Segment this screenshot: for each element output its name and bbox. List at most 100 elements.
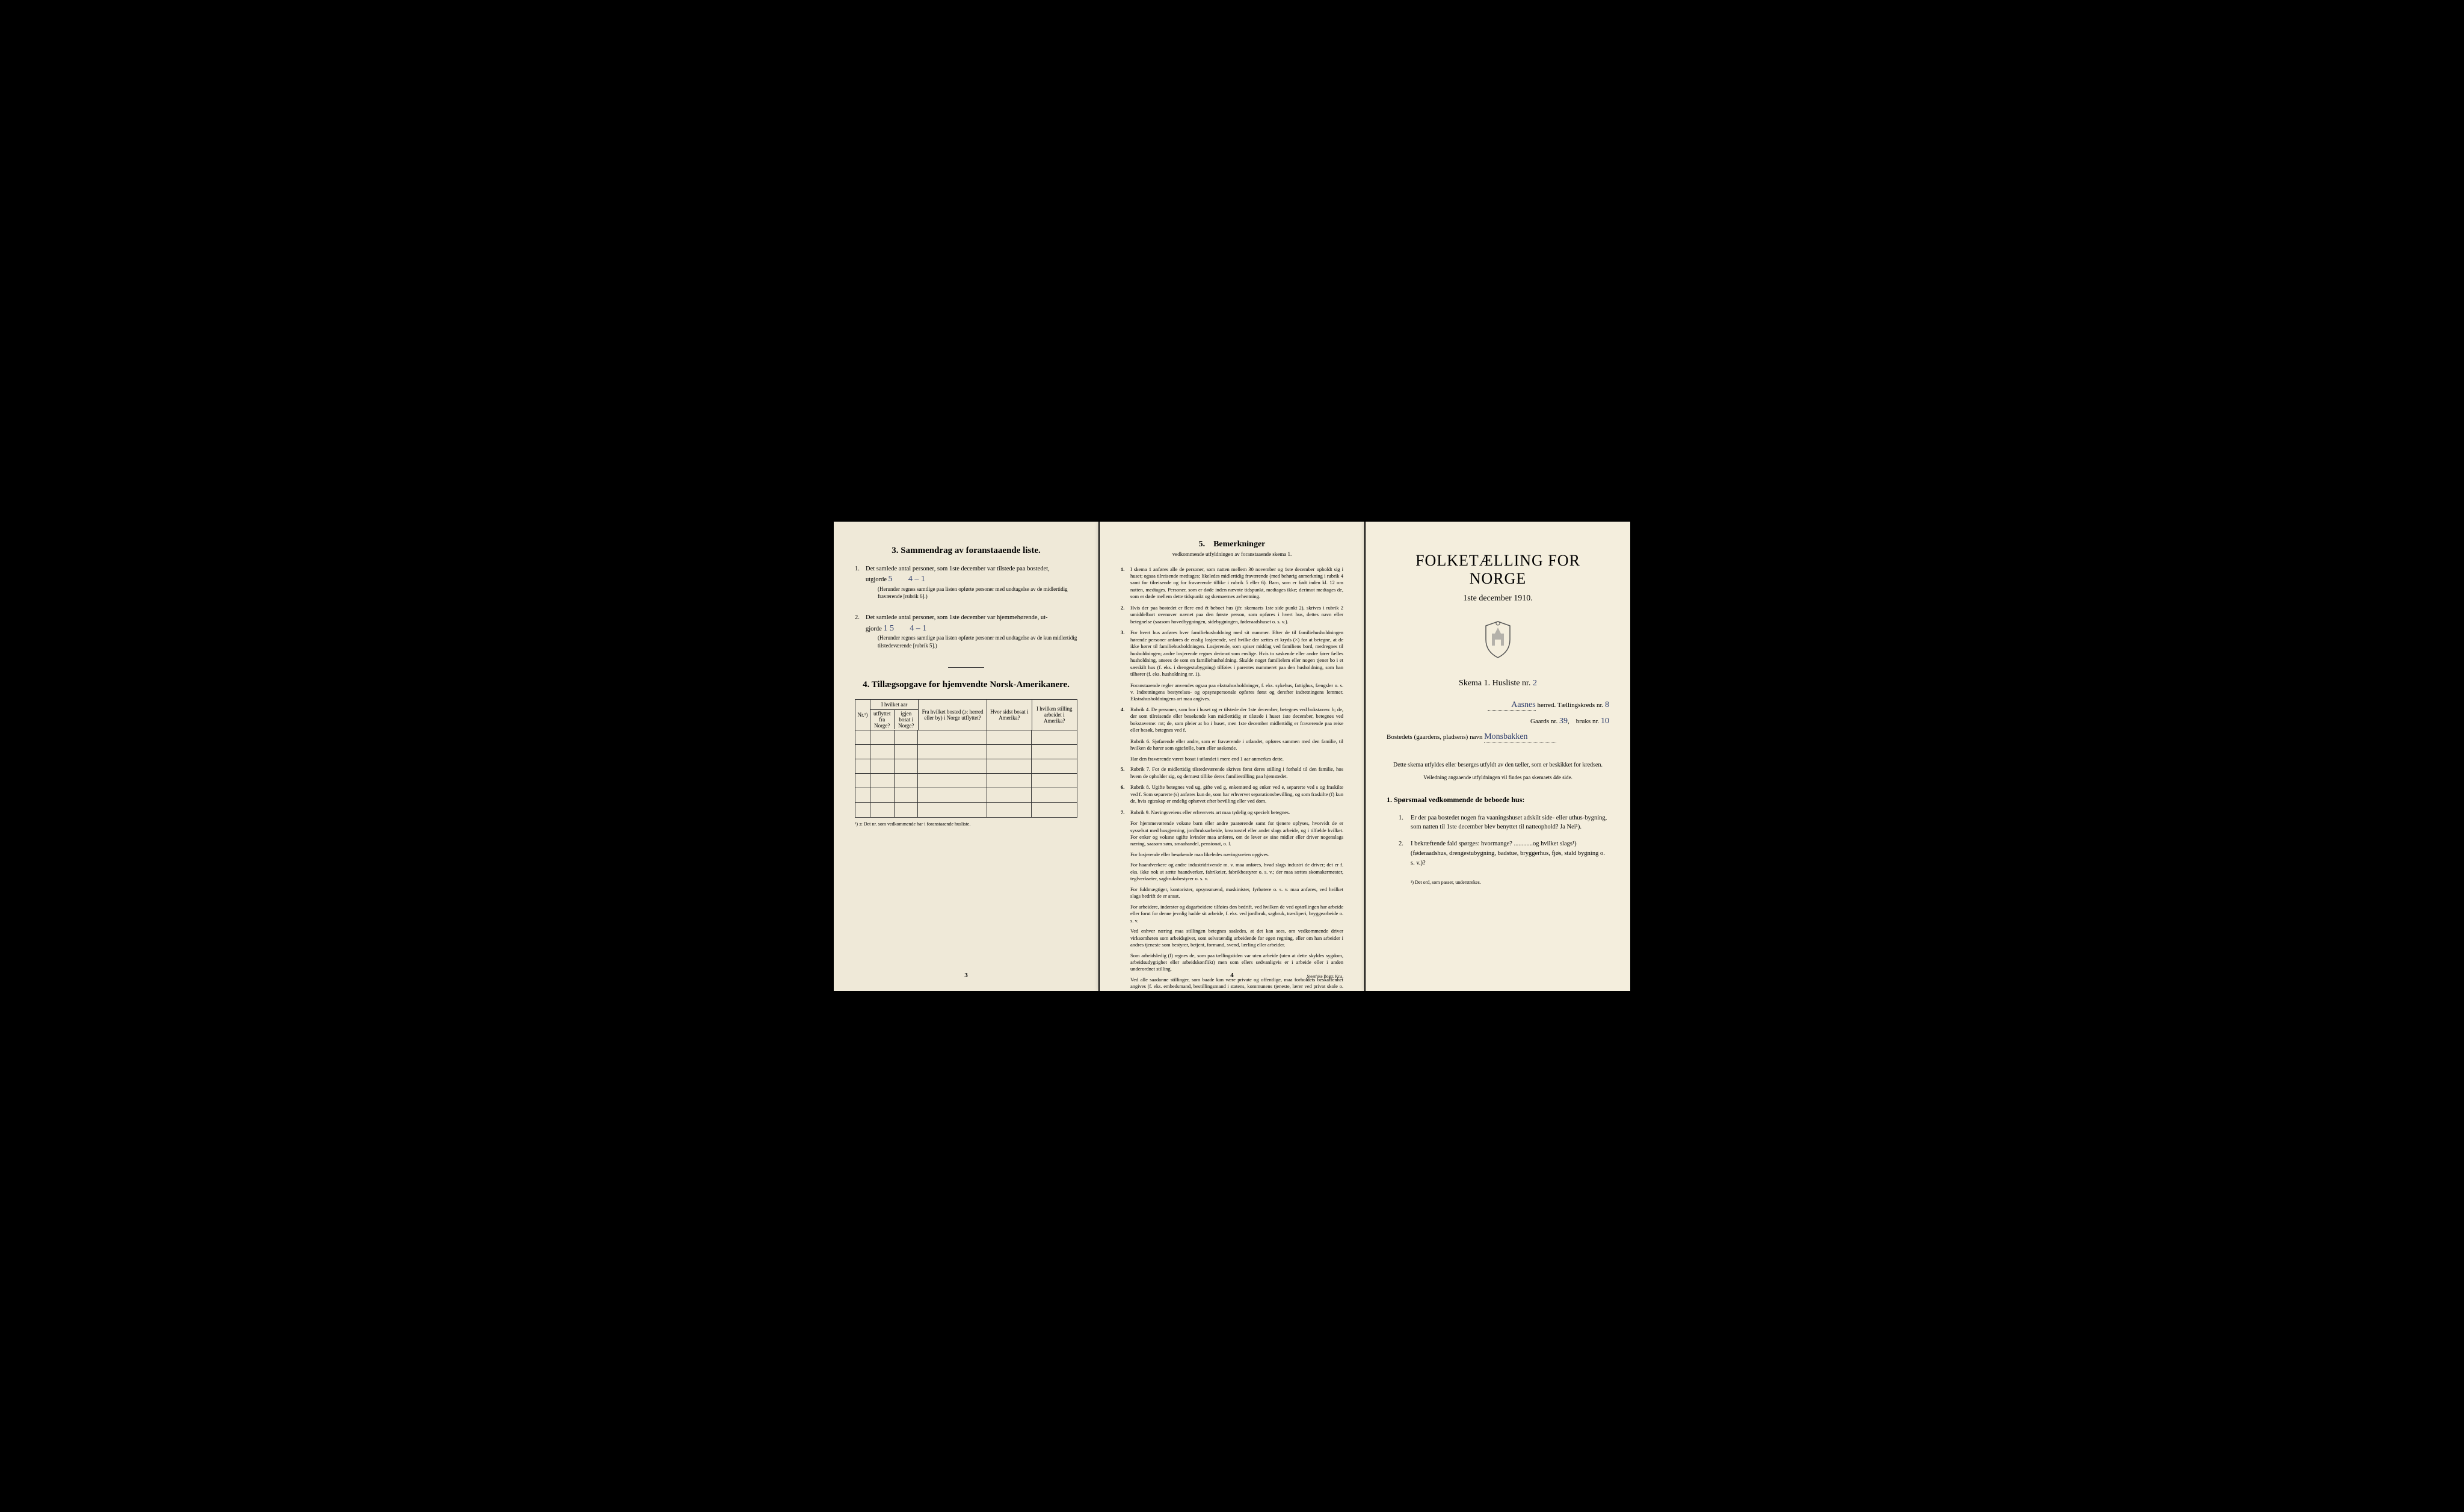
remark-continuation: For arbeidere, inderster og dagarbeidere… xyxy=(1130,904,1343,924)
item-1-note: (Herunder regnes samtlige paa listen opf… xyxy=(878,585,1077,600)
remark-number: 8. xyxy=(1121,1029,1130,1035)
coat-of-arms-icon xyxy=(1480,619,1516,661)
skema-label: Skema 1. Husliste nr. xyxy=(1459,679,1530,688)
question-1: 1. Er der paa bostedet nogen fra vaaning… xyxy=(1399,813,1609,833)
item-1-text2: utgjorde xyxy=(866,576,887,583)
page-number-3: 3 xyxy=(964,972,968,979)
item-1-number: 1. xyxy=(855,565,866,606)
table-row xyxy=(855,774,1077,788)
item-2-text: Det samlede antal personer, som 1ste dec… xyxy=(866,614,1048,621)
remark-item: 8.Rubrik 14. Sinker og lignende aandsslø… xyxy=(1121,1029,1343,1035)
remark-item: 1.I skema 1 anføres alle de personer, so… xyxy=(1121,566,1343,600)
gaards-line: Gaards nr. 39, bruks nr. 10 xyxy=(1387,717,1609,726)
main-title: FOLKETÆLLING FOR NORGE xyxy=(1387,552,1609,588)
question-header: 1. Spørsmaal vedkommende de beboede hus: xyxy=(1387,795,1609,804)
remark-continuation: Foranstaaende regler anvendes ogsaa paa … xyxy=(1130,682,1343,703)
instructions-sub-text: Veiledning angaaende utfyldningen vil fi… xyxy=(1387,774,1609,780)
page3-footnote: ¹) Det ord, som passer, understrekes. xyxy=(1411,880,1609,885)
kreds-nr: 8 xyxy=(1605,700,1609,709)
divider xyxy=(948,667,984,668)
section-3-number: 3. xyxy=(892,546,898,555)
header-bosted: Fra hvilket bosted (ɔ: herred eller by) … xyxy=(919,700,987,730)
remark-text: Rubrik 9. Næringsveiens eller erhvervets… xyxy=(1130,809,1343,816)
section-3-title-text: Sammendrag av foranstaaende liste. xyxy=(901,546,1041,555)
remark-continuation: For haandverkere og andre industridriven… xyxy=(1130,862,1343,882)
section-4-number: 4. xyxy=(863,680,869,690)
table-row xyxy=(855,788,1077,803)
remark-number: 1. xyxy=(1121,566,1130,600)
page-4-center: 5. Bemerkninger vedkommende utfyldningen… xyxy=(1100,522,1364,991)
header-stilling: I hvilken stilling arbeidet i Amerika? xyxy=(1032,700,1077,730)
q2-number: 2. xyxy=(1399,839,1411,868)
remark-continuation: For losjerende eller besøkende maa likel… xyxy=(1130,851,1343,858)
section-4-title: 4. Tillægsopgave for hjemvendte Norsk-Am… xyxy=(855,680,1077,690)
page-number-4: 4 xyxy=(1230,972,1234,979)
item-2-hw1: 1 5 xyxy=(883,624,894,633)
remark-item: 2.Hvis der paa bostedet er flere end ét … xyxy=(1121,605,1343,625)
section-3-title: 3. Sammendrag av foranstaaende liste. xyxy=(855,546,1077,556)
q1-text: Er der paa bostedet nogen fra vaaningshu… xyxy=(1411,813,1609,833)
husliste-nr: 2 xyxy=(1533,679,1537,688)
q1-number: 1. xyxy=(1399,813,1411,833)
remark-text: Rubrik 4. De personer, som bor i huset o… xyxy=(1130,706,1343,734)
bruks-label: bruks nr. xyxy=(1576,718,1600,725)
table-row xyxy=(855,730,1077,745)
header-aar-group: I hvilket aar utflyttet fra Norge? igjen… xyxy=(870,700,919,730)
section-5-number: 5. xyxy=(1199,540,1206,549)
section-5-title-text: Bemerkninger xyxy=(1213,540,1265,549)
remark-item: 6.Rubrik 8. Ugifte betegnes ved ug, gift… xyxy=(1121,784,1343,804)
herred-name: Aasnes xyxy=(1488,700,1536,711)
table-header-row: Nr.¹) I hvilket aar utflyttet fra Norge?… xyxy=(855,700,1077,730)
remark-number: 4. xyxy=(1121,706,1130,734)
bosted-name: Monsbakken xyxy=(1484,732,1556,742)
remark-number: 5. xyxy=(1121,766,1130,780)
remark-continuation: Har den fraværende været bosat i utlande… xyxy=(1130,756,1343,762)
item-2-text2: gjorde xyxy=(866,626,882,632)
page-1-right: FOLKETÆLLING FOR NORGE 1ste december 191… xyxy=(1366,522,1630,991)
bosted-line: Bostedets (gaardens, pladsens) navn Mons… xyxy=(1387,732,1609,742)
census-date: 1ste december 1910. xyxy=(1387,594,1609,603)
bruks-nr: 10 xyxy=(1601,717,1609,726)
table-row xyxy=(855,745,1077,759)
section-5-subtitle: vedkommende utfyldningen av foranstaaend… xyxy=(1121,551,1343,557)
emigrant-table: Nr.¹) I hvilket aar utflyttet fra Norge?… xyxy=(855,699,1077,818)
summary-item-2: 2. Det samlede antal personer, som 1ste … xyxy=(855,614,1077,655)
printer-credit: Steen'ske Bogtr. Kr.a. xyxy=(1307,974,1343,979)
remark-item: 3.For hvert hus anføres hver familiehush… xyxy=(1121,629,1343,677)
remark-continuation: For fuldmægtiger, kontorister, opsynsmæn… xyxy=(1130,886,1343,900)
item-2-number: 2. xyxy=(855,614,866,655)
remark-text: Rubrik 14. Sinker og lignende aandssløve… xyxy=(1130,1029,1343,1035)
question-2: 2. I bekræftende fald spørges: hvormange… xyxy=(1399,839,1609,868)
section-4-title-text: Tillægsopgave for hjemvendte Norsk-Ameri… xyxy=(872,680,1070,690)
skema-line: Skema 1. Husliste nr. 2 xyxy=(1387,679,1609,688)
header-igjen: igjen bosat i Norge? xyxy=(895,710,918,729)
gaards-label: Gaards nr. xyxy=(1530,718,1557,725)
header-aar: I hvilket aar xyxy=(870,700,918,710)
remark-number: 6. xyxy=(1121,784,1130,804)
remark-continuation: Som arbeidsledig (l) regnes de, som paa … xyxy=(1130,952,1343,973)
remark-continuation: Ved enhver næring maa stillingen betegne… xyxy=(1130,928,1343,948)
summary-item-1: 1. Det samlede antal personer, som 1ste … xyxy=(855,565,1077,606)
remark-continuation: Lever man hovedsagelig av formue, pensio… xyxy=(1130,1001,1343,1014)
instructions-text: Dette skema utfyldes eller besørges utfy… xyxy=(1387,761,1609,770)
item-2-content: Det samlede antal personer, som 1ste dec… xyxy=(866,614,1077,655)
remark-number: 2. xyxy=(1121,605,1130,625)
document-container: 3. Sammendrag av foranstaaende liste. 1.… xyxy=(834,522,1630,991)
herred-label: herred. Tællingskreds nr. xyxy=(1537,702,1603,709)
herred-line: Aasnes herred. Tællingskreds nr. 8 xyxy=(1387,700,1609,711)
remark-text: Rubrik 8. Ugifte betegnes ved ug, gifte … xyxy=(1130,784,1343,804)
remark-item: 7.Rubrik 9. Næringsveiens eller erhverve… xyxy=(1121,809,1343,816)
remark-number: 7. xyxy=(1121,809,1130,816)
bosted-label: Bostedets (gaardens, pladsens) navn xyxy=(1387,733,1482,741)
section-5-title: 5. Bemerkninger xyxy=(1121,540,1343,549)
remark-text: Hvis der paa bostedet er flere end ét be… xyxy=(1130,605,1343,625)
remark-continuation: Ved forhenværende næringsdrivende, embed… xyxy=(1130,1018,1343,1025)
remark-text: For hvert hus anføres hver familiehushol… xyxy=(1130,629,1343,677)
remark-item: 5.Rubrik 7. For de midlertidig tilstedev… xyxy=(1121,766,1343,780)
table-row xyxy=(855,759,1077,774)
remark-continuation: Ved alle saadanne stillinger, som baade … xyxy=(1130,977,1343,997)
remark-text: I skema 1 anføres alle de personer, som … xyxy=(1130,566,1343,600)
remark-text: Rubrik 7. For de midlertidig tilstedevær… xyxy=(1130,766,1343,780)
item-2-hw2: 4 – 1 xyxy=(910,624,926,633)
page-3-left: 3. Sammendrag av foranstaaende liste. 1.… xyxy=(834,522,1098,991)
